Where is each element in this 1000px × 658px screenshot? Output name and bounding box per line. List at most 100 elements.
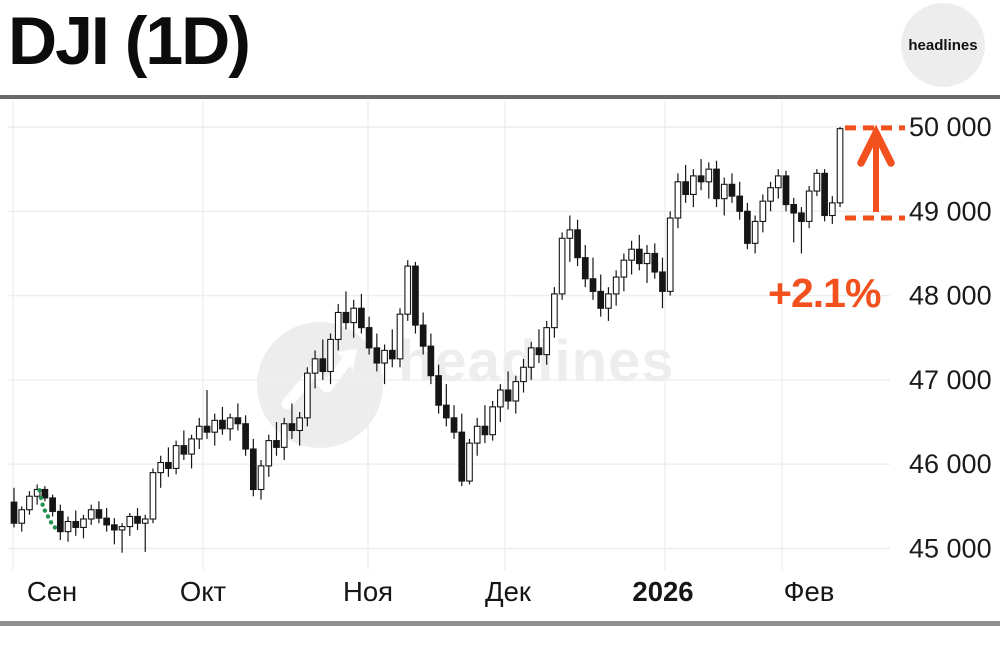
candles [10, 127, 844, 553]
candle [697, 159, 705, 191]
candle [759, 194, 767, 233]
candle [56, 504, 64, 541]
arrow-head [857, 124, 895, 167]
candle [589, 257, 597, 300]
candle [450, 405, 458, 439]
candle [388, 329, 396, 368]
candle [126, 513, 134, 536]
candle [80, 514, 87, 539]
candle [257, 459, 265, 500]
candle [350, 299, 358, 338]
candle [134, 508, 141, 530]
y-tick-label: 45 000 [909, 534, 992, 564]
candle [234, 403, 242, 431]
gridlines [8, 101, 890, 570]
candle [551, 287, 558, 338]
candle [674, 173, 682, 229]
candle [659, 257, 666, 309]
candle [527, 341, 535, 380]
candle [396, 308, 404, 368]
x-tick-label: Дек [485, 576, 532, 607]
candle [365, 316, 373, 355]
candle [690, 169, 697, 208]
candle [535, 329, 543, 364]
candle [203, 390, 211, 439]
candle [219, 406, 226, 435]
candle [404, 260, 412, 321]
candle [720, 177, 728, 216]
candle [304, 367, 311, 427]
headlines-logo: headlines [901, 3, 985, 87]
candle [327, 333, 334, 385]
y-tick-label: 46 000 [909, 449, 992, 479]
candle [72, 510, 80, 536]
candle [767, 181, 774, 212]
candle [481, 405, 489, 444]
change-annotation [845, 124, 905, 221]
candle [265, 434, 273, 477]
candle [574, 219, 581, 267]
y-tick-label: 49 000 [909, 196, 992, 226]
candle [311, 350, 319, 389]
candle [280, 417, 288, 460]
candle [497, 384, 504, 423]
candle [605, 287, 612, 321]
candle [180, 430, 188, 460]
candle [628, 240, 635, 275]
candle [558, 232, 566, 300]
candle [249, 438, 257, 497]
candle [744, 202, 751, 250]
y-tick-label: 47 000 [909, 365, 992, 395]
candle [18, 506, 26, 532]
candle [782, 170, 790, 212]
candle [504, 371, 512, 410]
candle [466, 438, 473, 485]
watermark-text: headlines [398, 329, 675, 394]
page-title: DJI (1D) [8, 3, 251, 79]
candle [87, 504, 95, 525]
candle [774, 169, 782, 199]
bottom-divider [0, 621, 1000, 626]
candle [226, 413, 234, 441]
candle [319, 339, 327, 380]
candle [836, 127, 844, 208]
candle [635, 234, 643, 271]
candle [288, 403, 296, 439]
percent-change-label: +2.1% [768, 270, 881, 316]
candle [543, 320, 551, 365]
candle [458, 413, 466, 487]
candle [705, 162, 713, 199]
candle [620, 253, 628, 292]
candle [828, 196, 836, 224]
candle [103, 508, 110, 532]
candle [435, 364, 442, 414]
y-tick-label: 50 000 [909, 112, 992, 142]
headlines-logo-label: headlines [908, 36, 978, 54]
candle [49, 494, 56, 517]
candle [10, 487, 18, 528]
candle [566, 215, 574, 262]
candle [141, 514, 149, 552]
candle [33, 484, 41, 505]
candle [188, 434, 195, 469]
candle [643, 245, 651, 283]
candle [805, 186, 813, 229]
candle [172, 440, 180, 475]
candle [581, 245, 589, 288]
candle [157, 455, 165, 488]
candle [821, 169, 828, 222]
x-tick-label: Ноя [343, 576, 393, 607]
candle [41, 486, 49, 502]
candle [489, 400, 496, 441]
candle [790, 197, 798, 243]
x-tick-label: Окт [180, 576, 227, 607]
candle [111, 518, 118, 545]
candle [273, 422, 280, 456]
candle [666, 211, 674, 296]
candle [95, 501, 103, 524]
candle [728, 173, 736, 203]
candle [381, 344, 388, 385]
candle [682, 164, 689, 203]
candle [442, 384, 450, 427]
